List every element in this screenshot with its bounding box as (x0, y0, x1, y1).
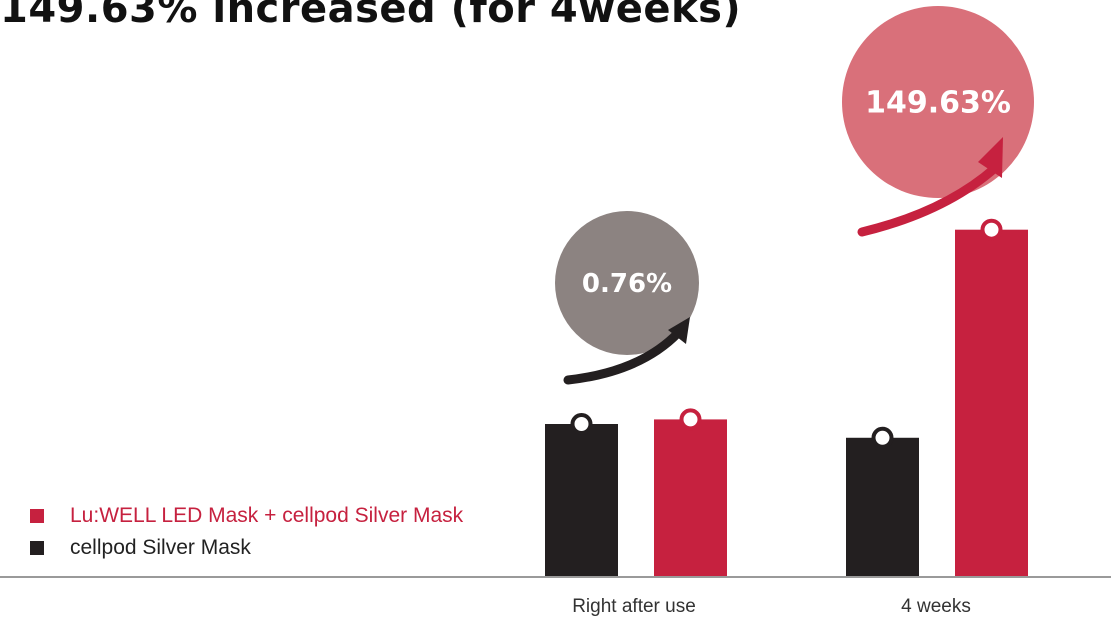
bar-top-marker (679, 408, 702, 431)
x-axis-line (0, 576, 1111, 578)
bar-silver-mask-right-after-use (545, 424, 618, 577)
increase-arrow-head (978, 137, 1003, 178)
bar-top-marker (570, 413, 593, 435)
x-tick-label-right-after-use: Right after use (572, 596, 696, 617)
increase-arrow-head (668, 317, 690, 344)
chart-title: 149.63% increased (for 4weeks) (0, 0, 742, 32)
bar-silver-mask-4-weeks (846, 437, 919, 577)
x-tick-label-4-weeks: 4 weeks (901, 596, 971, 617)
bar-top-marker (980, 218, 1003, 241)
bar-led-mask-right-after-use (654, 419, 727, 577)
legend-item-led-mask: Lu:WELL LED Mask + cellpod Silver Mask (30, 500, 463, 532)
annotation-bubble-right-after-use (555, 211, 699, 355)
legend-label: Lu:WELL LED Mask + cellpod Silver Mask (70, 504, 464, 527)
bar-top-marker (871, 426, 894, 449)
legend-item-silver-mask: cellpod Silver Mask (30, 532, 463, 564)
increase-arrow (563, 328, 683, 385)
increase-arrow (857, 163, 1000, 237)
legend-swatch-black (30, 541, 44, 555)
legend: Lu:WELL LED Mask + cellpod Silver Mask c… (30, 500, 463, 564)
legend-swatch-red (30, 509, 44, 523)
annotation-value-label: 149.63% (865, 86, 1011, 121)
legend-label: cellpod Silver Mask (70, 536, 251, 559)
bar-led-mask-4-weeks (955, 229, 1028, 577)
annotation-bubble-4-weeks (842, 6, 1034, 198)
annotation-value-label: 0.76% (582, 269, 672, 299)
